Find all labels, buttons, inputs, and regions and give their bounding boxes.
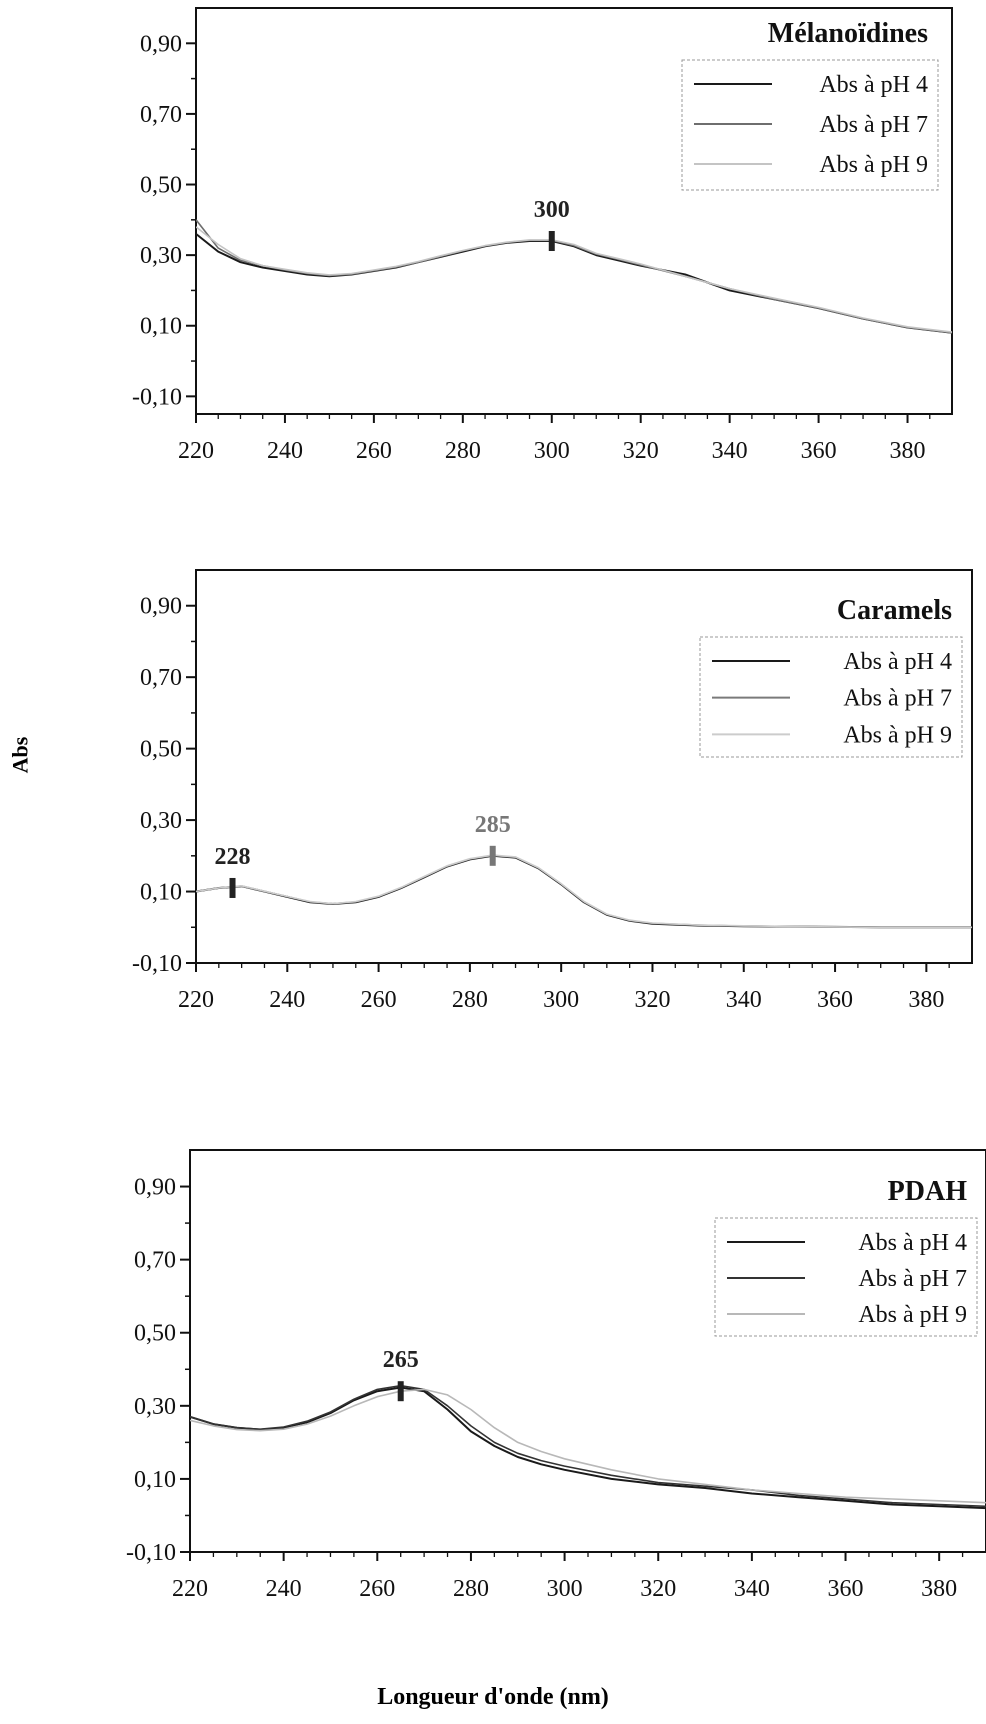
x-tick-label: 220 [172,1576,208,1602]
x-tick-label: 260 [361,987,397,1013]
x-tick-label: 220 [178,438,214,464]
series-line-ph-9 [196,226,952,333]
x-tick-label: 320 [623,438,659,464]
x-tick-label: 360 [801,438,837,464]
y-tick-label: 0,90 [134,1175,176,1201]
chart-title: Mélanoïdines [768,18,928,49]
legend-label: Abs à pH 7 [858,1266,967,1292]
plot-frame [189,1149,986,1553]
x-tick-label: 260 [359,1576,395,1602]
legend-label: Abs à pH 7 [819,112,928,138]
y-tick-label: 0,10 [140,880,182,906]
x-tick-label: 280 [453,1576,489,1602]
x-axis-label: Longueur d'onde (nm) [377,1684,609,1710]
x-tick-label: 320 [634,987,670,1013]
legend-label: Abs à pH 4 [858,1230,967,1256]
legend-label: Abs à pH 4 [819,72,928,98]
x-tick-label: 300 [543,987,579,1013]
x-tick-label: 360 [828,1576,864,1602]
series-line-ph-9 [196,854,972,929]
legend: Abs à pH 4 Abs à pH 7 Abs à pH 9 [714,1217,978,1337]
chart-panel-3: -0,10 0,10 0,30 0,50 0,70 0,90 220 240 260 280 300… [126,1149,986,1602]
y-tick-label: 0,10 [134,1467,176,1493]
peak-label: 300 [534,197,570,223]
y-tick-label: 0,90 [140,31,182,57]
y-tick-label: 0,30 [140,243,182,269]
chart-panel-2: -0,10 0,10 0,30 0,50 0,70 0,90 220 240 260 280 300… [132,569,973,1013]
legend: Abs à pH 4 Abs à pH 7 Abs à pH 9 [681,59,939,191]
x-tick-label: 300 [547,1576,583,1602]
peak-marker [548,231,555,252]
y-tick-label: 0,50 [140,737,182,763]
legend-label: Abs à pH 9 [858,1302,967,1328]
peak-marker [397,1381,404,1402]
chart-panel-1: -0,10 0,10 0,30 0,50 0,70 0,90 220 240 260 280 300… [132,7,953,464]
series-line-ph-9 [190,1388,986,1504]
x-tick-label: 240 [267,438,303,464]
y-tick-label: 0,30 [134,1394,176,1420]
x-tick-label: 380 [890,438,926,464]
x-tick-label: 360 [817,987,853,1013]
peak-label: 265 [383,1347,419,1373]
y-tick-label: 0,70 [140,665,182,691]
series-line-ph-7 [190,1384,986,1508]
x-tick-label: 260 [356,438,392,464]
y-axis-label-text: Abs [7,736,32,774]
y-tick-label: 0,70 [134,1248,176,1274]
x-tick-label: 320 [640,1576,676,1602]
y-tick-label: 0,50 [134,1321,176,1347]
chart-title: Caramels [837,595,952,626]
chart-title: PDAH [888,1176,968,1207]
y-tick-label: 0,70 [140,102,182,128]
y-tick-label: 0,90 [140,594,182,620]
legend-label: Abs à pH 9 [819,152,928,178]
x-tick-label: 340 [712,438,748,464]
peak-label: 228 [215,844,251,870]
y-tick-label: 0,30 [140,808,182,834]
y-tick-label: -0,10 [132,384,182,410]
legend: Abs à pH 4 Abs à pH 7 Abs à pH 9 [699,636,963,758]
x-tick-label: 280 [445,438,481,464]
x-tick-label: 280 [452,987,488,1013]
plot-frame [195,569,973,964]
x-tick-label: 340 [734,1576,770,1602]
y-axis-label: Abs [0,735,40,775]
y-tick-label: 0,50 [140,173,182,199]
y-tick-label: -0,10 [132,951,182,977]
x-tick-label: 380 [908,987,944,1013]
x-tick-label: 220 [178,987,214,1013]
peak-label: 285 [475,812,511,838]
x-tick-label: 380 [921,1576,957,1602]
legend-label: Abs à pH 9 [843,722,952,748]
y-tick-label: -0,10 [126,1540,176,1566]
legend-label: Abs à pH 4 [843,649,952,675]
x-tick-label: 340 [726,987,762,1013]
x-tick-label: 300 [534,438,570,464]
x-tick-label: 240 [269,987,305,1013]
peak-marker [229,877,236,898]
y-tick-label: 0,10 [140,314,182,340]
x-tick-label: 240 [266,1576,302,1602]
legend-label: Abs à pH 7 [843,686,952,712]
peak-marker [489,845,496,866]
